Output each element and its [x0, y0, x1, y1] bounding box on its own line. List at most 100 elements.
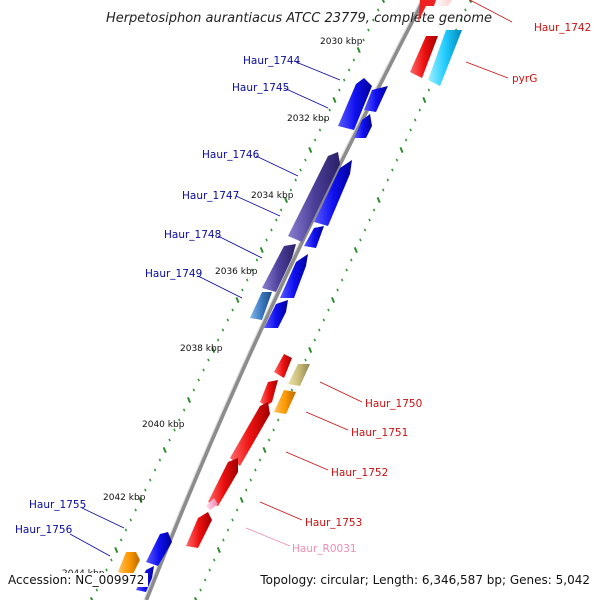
gene-label[interactable]: Haur_1755 [29, 499, 86, 511]
tick-mark [235, 508, 239, 512]
gene-arrow[interactable] [354, 114, 372, 138]
tick-mark [413, 118, 417, 122]
tick-mark [381, 0, 386, 3]
tick-mark [105, 568, 108, 572]
gene-arrow[interactable] [288, 364, 310, 386]
gene-label[interactable]: Haur_1742 [534, 22, 591, 34]
tick-mark [418, 108, 422, 112]
tick-mark [409, 128, 412, 132]
gene-arrow[interactable] [364, 86, 388, 112]
gene-label[interactable]: Haur_1744 [243, 55, 301, 67]
tick-mark [368, 218, 371, 222]
tick-mark [367, 28, 370, 32]
tick-mark [345, 268, 348, 272]
gene-label[interactable]: Haur_1753 [305, 517, 362, 529]
tick-mark [226, 528, 230, 532]
tick-mark [110, 558, 113, 562]
gene-arrow[interactable] [264, 300, 288, 328]
gene-arrow[interactable] [260, 380, 278, 406]
tick-mark [168, 438, 171, 442]
tick-mark [95, 588, 99, 592]
tick-mark [363, 228, 367, 232]
gene-label[interactable]: Haur_1749 [145, 268, 202, 280]
tick-mark [279, 208, 283, 212]
accession-label: Accession: NC_009972 [8, 573, 149, 587]
gene-arrow[interactable] [206, 498, 218, 510]
gene-arrow[interactable] [250, 292, 272, 320]
tick-mark [323, 118, 327, 122]
gene-arrow[interactable] [118, 552, 140, 576]
tick-mark [158, 458, 162, 462]
tick-mark [259, 247, 264, 253]
tick-mark [422, 97, 427, 103]
tick-mark [119, 538, 123, 542]
tick-mark [353, 247, 358, 253]
tick-mark [395, 158, 399, 162]
gene-label[interactable]: Haur_1747 [182, 190, 239, 202]
tick-mark [313, 338, 316, 342]
gene-arrow[interactable] [410, 36, 438, 78]
gene-arrow[interactable] [208, 458, 238, 506]
tick-mark [235, 297, 240, 303]
tick-mark [342, 78, 346, 82]
tick-mark [250, 268, 254, 272]
tick-mark [124, 528, 128, 532]
gene-label[interactable]: pyrG [512, 73, 537, 85]
tick-mark [186, 397, 192, 403]
tick-mark [294, 178, 297, 182]
gene-label[interactable]: Haur_1756 [15, 524, 73, 536]
gene-label[interactable]: Haur_R0031 [292, 543, 357, 555]
gene-arrow[interactable] [230, 402, 270, 466]
tick-mark [148, 478, 152, 482]
tick-mark [270, 228, 273, 232]
kbp-label: 2032 kbp [287, 114, 330, 124]
tick-mark [272, 428, 275, 432]
tick-mark [254, 468, 257, 472]
tick-mark [213, 558, 216, 562]
gene-label[interactable]: Haur_1746 [202, 149, 260, 161]
tick-mark [347, 68, 351, 72]
gene-arrow[interactable] [288, 152, 340, 242]
tick-mark [427, 88, 431, 92]
kbp-label: 2040 kbp [142, 420, 185, 430]
gene-arrow[interactable] [434, 0, 452, 6]
gene-arrow[interactable] [314, 160, 352, 226]
tick-mark [275, 218, 278, 222]
tick-mark [216, 338, 220, 342]
gene-label[interactable]: Haur_1750 [365, 398, 422, 410]
tick-mark [386, 178, 390, 182]
tick-mark [290, 388, 294, 392]
tick-mark [89, 597, 94, 600]
tick-mark [244, 488, 248, 492]
gene-arrow[interactable] [274, 354, 292, 378]
tick-mark [391, 168, 394, 172]
tick-mark [134, 508, 137, 512]
tick-mark [245, 278, 249, 282]
kbp-label: 2042 kbp [103, 493, 146, 503]
tick-mark [211, 347, 216, 353]
gene-arrow[interactable] [186, 512, 212, 548]
kbp-label: 2030 kbp [320, 37, 363, 47]
tick-mark [222, 538, 225, 542]
gene-arrow[interactable] [280, 254, 308, 298]
tick-mark [299, 168, 302, 172]
gene-arrow[interactable] [428, 30, 462, 86]
gene-arrow[interactable] [338, 78, 372, 130]
tick-mark [340, 278, 344, 282]
gene-label[interactable]: Haur_1748 [164, 229, 221, 241]
tick-mark [336, 288, 339, 292]
tick-mark [376, 197, 381, 203]
tick-mark [203, 578, 207, 582]
gene-arrow[interactable] [146, 532, 172, 566]
gene-arrow[interactable] [304, 226, 324, 248]
kbp-label: 2038 kbp [180, 344, 223, 354]
gene-label[interactable]: Haur_1752 [331, 467, 388, 479]
gene-label[interactable]: Haur_1751 [351, 427, 408, 439]
gene-arrow[interactable] [274, 390, 296, 414]
tick-mark [362, 38, 365, 42]
tick-mark [202, 368, 205, 372]
gene-label[interactable]: Haur_1745 [232, 82, 289, 94]
gene-arrow[interactable] [418, 0, 448, 22]
gene-arrow[interactable] [262, 244, 296, 292]
tick-mark [313, 138, 317, 142]
